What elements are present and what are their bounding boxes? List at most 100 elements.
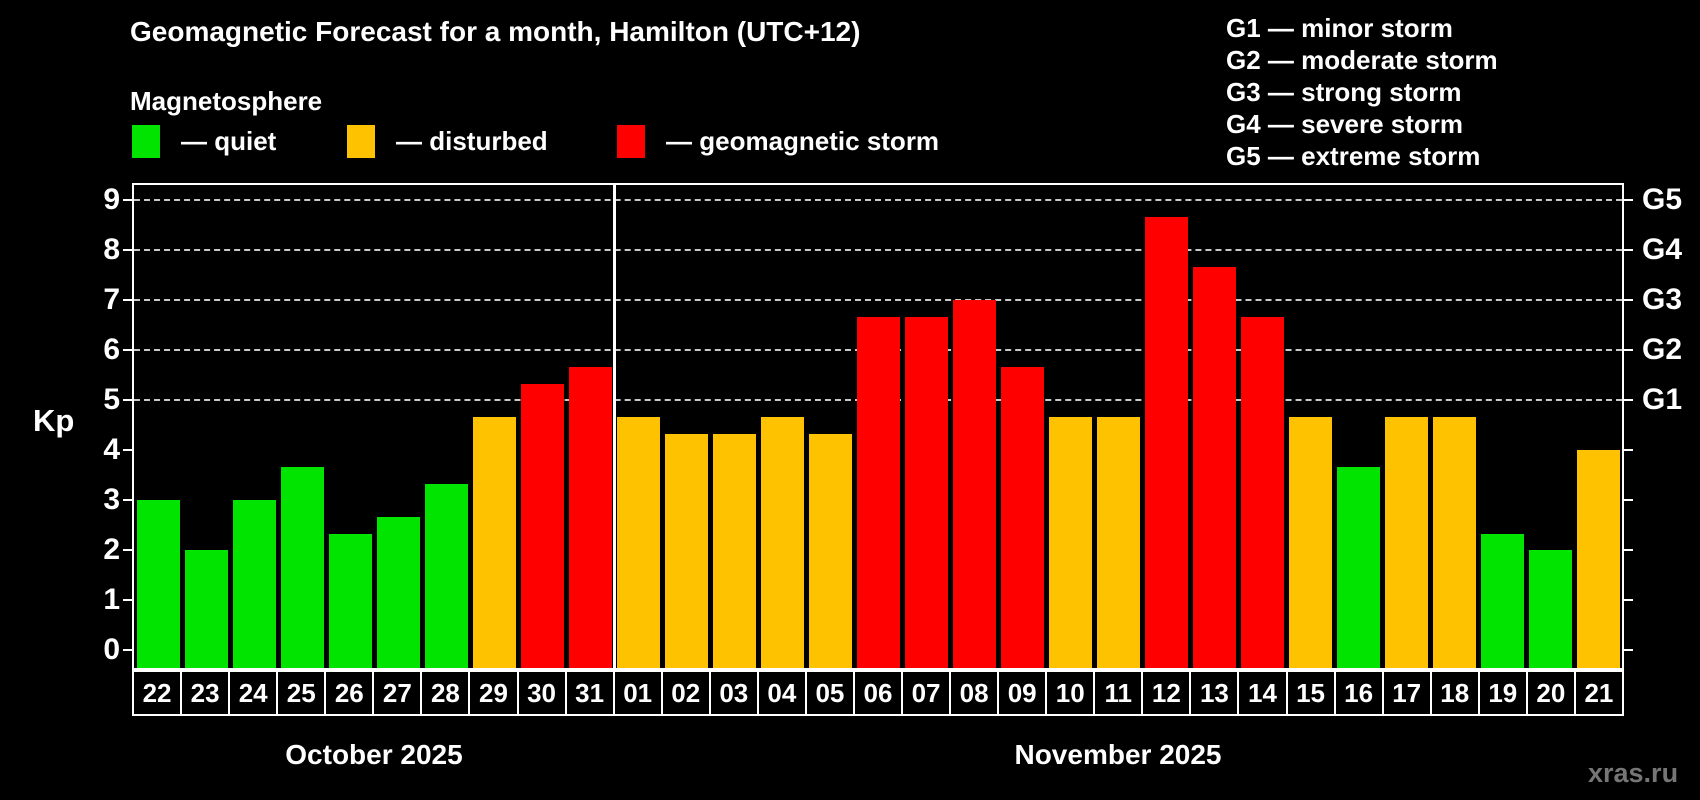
y-tick-right-0 (1624, 649, 1633, 651)
kp-bar-nov-21 (1576, 450, 1620, 668)
date-cell-nov-01: 01 (612, 672, 661, 714)
date-cell-nov-19: 19 (1477, 672, 1526, 714)
date-cell-nov-03: 03 (708, 672, 757, 714)
date-cell-nov-20: 20 (1525, 672, 1574, 714)
kp-bar-nov-12 (1144, 216, 1188, 668)
y-tick-left-7 (123, 299, 132, 301)
y-tick-left-8 (123, 249, 132, 251)
date-cell-oct-23: 23 (180, 672, 228, 714)
g-legend-line-4: G4 — severe storm (1226, 109, 1464, 139)
date-cell-oct-24: 24 (228, 672, 276, 714)
kp-bar-nov-03 (712, 433, 756, 668)
kp-bar-nov-13 (1192, 266, 1236, 668)
date-cell-oct-28: 28 (420, 672, 468, 714)
date-cell-nov-02: 02 (660, 672, 709, 714)
date-axis: 22 23 24 25 26 27 28 29 30 31 01 02 03 04 05 06 07 08 09 10… (132, 670, 1624, 716)
date-cell-nov-21: 21 (1573, 672, 1622, 714)
y-tick-left-0 (123, 649, 132, 651)
kp-bar-oct-22 (136, 500, 180, 668)
kp-bar-nov-15 (1288, 416, 1332, 668)
page-title: Geomagnetic Forecast for a month, Hamilt… (130, 16, 861, 47)
kp-bar-oct-29 (472, 416, 516, 668)
kp-bar-nov-20 (1528, 550, 1572, 668)
y-tick-right-7 (1624, 299, 1633, 301)
date-cell-nov-17: 17 (1381, 672, 1430, 714)
g-legend-line-1: G1 — minor storm (1226, 13, 1453, 43)
legend-swatch-storm (617, 124, 645, 158)
kp-bar-oct-27 (376, 516, 420, 668)
kp-bar-nov-10 (1048, 416, 1092, 668)
kp-bar-oct-28 (424, 483, 468, 668)
legend-swatch-quiet (132, 124, 160, 158)
y-tick-label-9: 9 (103, 183, 120, 216)
y-tick-right-2 (1624, 549, 1633, 551)
month-label-october: October 2025 (285, 739, 463, 770)
date-cell-nov-15: 15 (1285, 672, 1334, 714)
kp-bar-nov-19 (1480, 533, 1524, 668)
kp-bar-nov-09 (1000, 366, 1044, 668)
right-axis-label-g3: G3 (1642, 283, 1683, 316)
y-tick-left-4 (123, 449, 132, 451)
right-axis-label-g2: G2 (1642, 333, 1683, 366)
right-axis-label-g4: G4 (1642, 233, 1683, 266)
y-tick-label-2: 2 (103, 533, 120, 566)
date-cell-nov-07: 07 (901, 672, 949, 714)
kp-bar-oct-23 (184, 550, 228, 668)
y-tick-label-7: 7 (103, 283, 120, 316)
legend-swatch-disturbed (347, 124, 375, 158)
date-cell-nov-08: 08 (949, 672, 997, 714)
y-tick-left-2 (123, 549, 132, 551)
y-tick-left-1 (123, 599, 132, 601)
y-tick-label-4: 4 (103, 433, 120, 466)
date-cell-oct-22: 22 (142, 677, 172, 708)
g-legend-line-2: G2 — moderate storm (1226, 45, 1498, 75)
y-axis-title: Kp (33, 403, 75, 438)
kp-bar-nov-11 (1096, 416, 1140, 668)
y-tick-left-3 (123, 499, 132, 501)
kp-bar-oct-25 (280, 466, 324, 668)
date-cell-oct-26: 26 (324, 672, 372, 714)
y-tick-right-9 (1624, 199, 1633, 201)
kp-bar-nov-14 (1240, 316, 1284, 668)
watermark: xras.ru (1588, 758, 1679, 788)
g-legend-line-3: G3 — strong storm (1226, 77, 1462, 107)
y-tick-label-3: 3 (103, 483, 120, 516)
legend-item-disturbed: — disturbed (347, 124, 548, 158)
month-label-november: November 2025 (1014, 739, 1222, 770)
subtitle-magnetosphere: Magnetosphere (130, 86, 323, 116)
date-cell-oct-30: 30 (516, 672, 565, 714)
kp-bar-nov-16 (1336, 466, 1380, 668)
kp-bar-nov-08 (952, 300, 996, 668)
gridline-kp8 (134, 249, 1622, 251)
y-tick-left-5 (123, 399, 132, 401)
date-cell-nov-06: 06 (852, 672, 901, 714)
g-scale-legend: G1 — minor storm G2 — moderate storm G3 — … (1226, 12, 1498, 172)
month-divider (612, 185, 616, 668)
y-tick-label-5: 5 (103, 383, 120, 416)
date-cell-oct-27: 27 (372, 672, 420, 714)
date-cell-nov-16: 16 (1333, 672, 1382, 714)
date-cell-nov-12: 12 (1141, 672, 1189, 714)
date-cell-nov-09: 09 (997, 672, 1045, 714)
y-tick-right-4 (1624, 449, 1633, 451)
legend-item-quiet: — quiet (132, 124, 276, 158)
legend-label-disturbed: — disturbed (396, 125, 548, 156)
right-axis-label-g5: G5 (1642, 183, 1683, 216)
kp-bar-nov-01 (616, 416, 660, 668)
date-cell-nov-05: 05 (804, 672, 853, 714)
g-legend-line-5: G5 — extreme storm (1226, 141, 1481, 171)
y-tick-label-0: 0 (103, 633, 120, 666)
y-tick-right-1 (1624, 599, 1633, 601)
y-tick-label-8: 8 (103, 233, 120, 266)
date-cell-oct-25: 25 (276, 672, 324, 714)
y-tick-right-8 (1624, 249, 1633, 251)
legend-item-storm: — geomagnetic storm (617, 124, 939, 158)
kp-bar-oct-26 (328, 533, 372, 668)
kp-bar-nov-02 (664, 433, 708, 668)
kp-bar-oct-24 (232, 500, 276, 668)
kp-bar-nov-05 (808, 433, 852, 668)
date-cell-nov-14: 14 (1237, 672, 1285, 714)
y-tick-right-3 (1624, 499, 1633, 501)
date-cell-nov-10: 10 (1045, 672, 1093, 714)
